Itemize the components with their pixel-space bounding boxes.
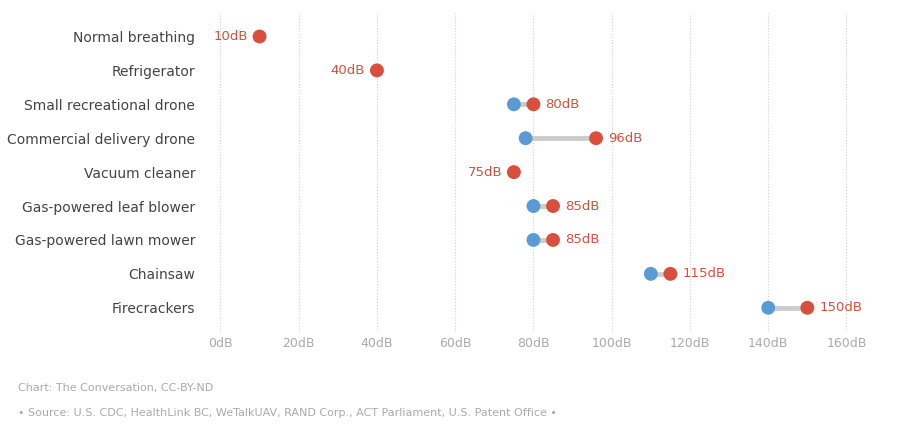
Text: 40dB: 40dB [331,64,365,77]
Point [761,304,775,311]
Point [546,237,561,244]
Point [589,135,603,142]
Text: 85dB: 85dB [565,199,599,212]
Text: 80dB: 80dB [545,98,580,111]
Point [800,304,814,311]
Point [526,203,540,210]
Point [519,135,533,142]
Point [546,203,561,210]
Point [507,169,521,176]
Text: • Source: U.S. CDC, HealthLink BC, WeTalkUAV, RAND Corp., ACT Parliament, U.S. P: • Source: U.S. CDC, HealthLink BC, WeTal… [18,408,557,418]
Point [252,33,267,40]
Point [663,270,677,277]
Text: 85dB: 85dB [565,233,599,246]
Point [526,237,540,244]
Point [507,101,521,108]
Text: 150dB: 150dB [819,301,862,314]
Point [526,101,540,108]
Text: 75dB: 75dB [467,166,502,178]
Point [644,270,658,277]
Text: 10dB: 10dB [214,30,247,43]
Text: 96dB: 96dB [608,132,642,145]
Text: Chart: The Conversation, CC-BY-ND: Chart: The Conversation, CC-BY-ND [18,382,214,393]
Text: 115dB: 115dB [682,267,725,280]
Point [370,67,384,74]
